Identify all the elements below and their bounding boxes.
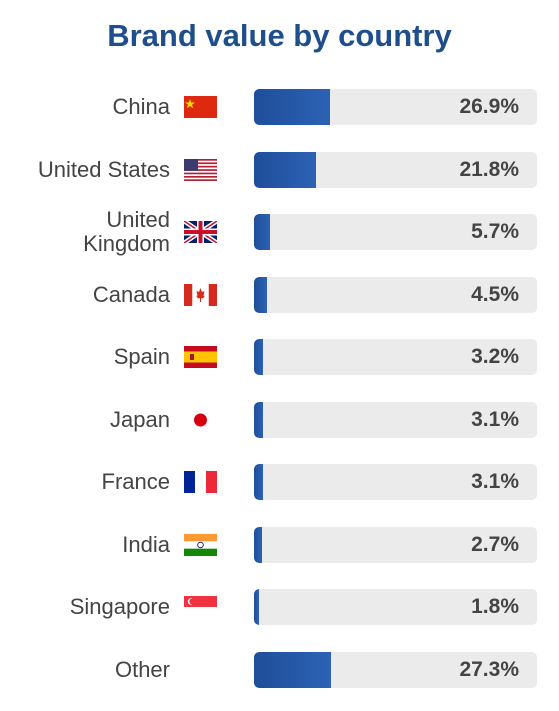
bar xyxy=(254,464,263,500)
bar-track: 3.1% xyxy=(254,464,537,500)
row: Canada 4.5% xyxy=(0,276,559,313)
value-label: 26.9% xyxy=(459,95,519,118)
flag xyxy=(194,413,207,426)
category-label: Canada xyxy=(92,281,170,307)
bar-track: 4.5% xyxy=(254,276,537,313)
category-label: United States xyxy=(37,156,170,182)
bar-track: 21.8% xyxy=(254,151,537,188)
category-label: Singapore xyxy=(69,594,170,619)
value-label: 5.7% xyxy=(471,220,519,243)
value-label: 3.1% xyxy=(471,470,519,493)
row: United States 21.8% xyxy=(0,151,559,188)
flag xyxy=(184,221,217,243)
category-label: Japan xyxy=(110,406,170,432)
flag xyxy=(184,96,217,118)
row: India 2.7% xyxy=(0,526,559,563)
category-label: United Kingdom xyxy=(83,207,170,256)
category-label: China xyxy=(112,94,170,119)
value-label: 21.8% xyxy=(459,157,519,181)
flag xyxy=(184,346,217,368)
bar-track: 1.8% xyxy=(254,589,537,625)
bar xyxy=(254,214,271,250)
bar-track: 2.7% xyxy=(254,526,537,563)
bar-track: 5.7% xyxy=(254,214,537,250)
row: Japan 3.1% xyxy=(0,401,559,438)
bar xyxy=(254,151,316,188)
row: Other 27.3% xyxy=(0,651,559,688)
row: France 3.1% xyxy=(0,464,559,500)
row: China 26.9% xyxy=(0,89,559,125)
value-label: 3.2% xyxy=(471,345,519,368)
flag xyxy=(184,158,217,181)
chart-title: Brand value by country xyxy=(107,18,452,53)
bar-track: 26.9% xyxy=(254,89,537,125)
bar xyxy=(254,526,262,563)
bar-track: 3.1% xyxy=(254,401,537,438)
value-label: 27.3% xyxy=(459,657,519,681)
bar xyxy=(254,651,332,688)
row: United Kingdom 5.7% xyxy=(0,207,559,256)
category-label: France xyxy=(101,469,170,494)
bar xyxy=(254,401,263,438)
flag xyxy=(184,596,217,618)
value-label: 1.8% xyxy=(471,595,519,618)
value-label: 3.1% xyxy=(471,407,519,431)
bar xyxy=(254,276,267,313)
row: Singapore 1.8% xyxy=(0,589,559,625)
flag xyxy=(184,533,217,556)
flag xyxy=(184,471,217,493)
row: Spain 3.2% xyxy=(0,339,559,375)
bar xyxy=(254,589,260,625)
value-label: 4.5% xyxy=(471,282,519,306)
bar-track: 3.2% xyxy=(254,339,537,375)
flag xyxy=(184,283,217,306)
bar xyxy=(254,89,331,125)
category-label: India xyxy=(122,531,170,557)
bar-track: 27.3% xyxy=(254,651,537,688)
category-label: Other xyxy=(114,656,170,682)
value-label: 2.7% xyxy=(471,532,519,556)
bar xyxy=(254,339,264,375)
category-label: Spain xyxy=(113,344,170,369)
